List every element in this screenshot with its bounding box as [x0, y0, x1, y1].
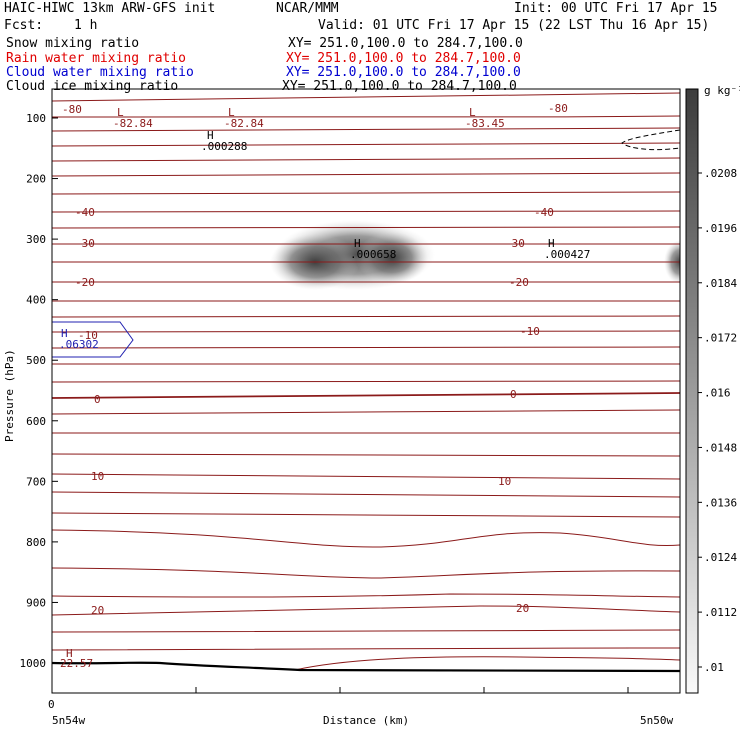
- init-time: Init: 00 UTC Fri 17 Apr 15: [514, 1, 718, 16]
- colorbar-tick-label: .0136: [704, 496, 737, 509]
- y-tick-label: 600: [26, 415, 46, 428]
- low-marker: L: [117, 106, 124, 119]
- isotherm-label: 0: [94, 393, 101, 406]
- colorbar-tick-label: .0148: [704, 441, 737, 454]
- valid-time: Valid: 01 UTC Fri 17 Apr 15 (22 LST Thu …: [318, 18, 710, 33]
- snow-dashed-contour: [621, 129, 681, 151]
- y-tick-label: 900: [26, 596, 46, 609]
- isotherm-label: -30: [75, 237, 95, 250]
- high-marker: H: [548, 237, 555, 250]
- colorbar-ramp: [685, 88, 699, 694]
- y-tick-label: 700: [26, 475, 46, 488]
- isotherm-label: -20: [509, 276, 529, 289]
- high-value: .000658: [350, 248, 396, 261]
- field-snow-xy: XY= 251.0,100.0 to 284.7,100.0: [288, 36, 523, 51]
- organization-label: NCAR/MMM: [276, 1, 339, 16]
- high-value: .06302: [59, 338, 99, 351]
- high-value: .000288: [201, 140, 247, 153]
- colorbar-unit: g kg⁻¹: [704, 84, 740, 97]
- colorbar-ticks: .0208 .0196 .0184 .0172 .016 .0148 .0136 .0124.…: [698, 167, 737, 674]
- colorbar-tick-label: .016: [704, 387, 731, 400]
- isotherm-label: 20: [516, 602, 529, 615]
- x-origin-label: 0: [48, 698, 55, 711]
- low-value: -83.45: [465, 117, 505, 130]
- colorbar-tick-label: .0184: [704, 277, 737, 290]
- isotherm-label: 20: [91, 604, 104, 617]
- low-marker: L: [228, 106, 235, 119]
- high-marker: H: [61, 327, 68, 340]
- low-marker: L: [469, 106, 476, 119]
- extrema-markers: L -82.84 L -82.84 L -83.45 H .000288 H .…: [59, 106, 590, 670]
- y-tick-label: 500: [26, 354, 46, 367]
- y-tick-label: 800: [26, 536, 46, 549]
- forecast-value: 1 h: [74, 18, 98, 33]
- high-value: 22.57: [60, 657, 93, 670]
- plot-frame: [51, 88, 681, 694]
- isotherm-label: -20: [75, 276, 95, 289]
- cloud-ice-shading: [270, 220, 680, 290]
- isotherm-label: -80: [62, 103, 82, 116]
- field-rain-name: Rain water mixing ratio: [6, 51, 187, 66]
- isotherm-labels: -80 -80 -40 -40 -30 -30 -20 -20 -10 -10 …: [62, 102, 568, 617]
- isotherm-label: -10: [520, 325, 540, 338]
- colorbar-tick-label: .0124: [704, 551, 737, 564]
- isotherm-label: -40: [534, 206, 554, 219]
- y-axis-title: Pressure (hPa): [3, 349, 16, 442]
- forecast-label: Fcst:: [4, 18, 44, 33]
- isotherm-label: 0: [510, 388, 517, 401]
- field-rain-xy: XY= 251.0,100.0 to 284.7,100.0: [286, 51, 521, 66]
- field-snow-name: Snow mixing ratio: [6, 36, 140, 51]
- colorbar-tick-label: .0112: [704, 606, 737, 619]
- high-marker: H: [66, 647, 73, 660]
- y-axis: 100 200 300 400 500 600 700 800 900 1000: [20, 112, 58, 670]
- field-cloud-water-name: Cloud water mixing ratio: [6, 65, 194, 80]
- y-tick-label: 400: [26, 294, 46, 307]
- colorbar-tick-label: .01: [704, 661, 724, 674]
- high-marker: H: [354, 237, 361, 250]
- high-value: .000427: [544, 248, 590, 261]
- y-tick-label: 1000: [20, 657, 47, 670]
- isotherm-label: 10: [91, 470, 104, 483]
- isotherm-label: -30: [505, 237, 525, 250]
- field-cloud-ice-name: Cloud ice mixing ratio: [6, 79, 179, 94]
- colorbar-tick-label: .0172: [704, 332, 737, 345]
- isotherm-label: -10: [78, 329, 98, 342]
- terrain-line: [52, 661, 680, 673]
- x-axis-ticks: [195, 687, 629, 693]
- colorbar-tick-label: .0196: [704, 222, 737, 235]
- x-right-location-label: 5n50w: [640, 714, 673, 727]
- field-cloud-ice-xy: XY= 251.0,100.0 to 284.7,100.0: [282, 79, 517, 94]
- plot-title: HAIC-HIWC 13km ARW-GFS init: [4, 1, 216, 16]
- y-tick-label: 100: [26, 112, 46, 125]
- isotherm-lines: [52, 92, 680, 671]
- y-tick-label: 200: [26, 173, 46, 186]
- cloud-water-contour: [52, 321, 134, 358]
- x-left-location-label: 5n54w: [52, 714, 85, 727]
- colorbar-tick-label: .0208: [704, 167, 737, 180]
- high-marker: H: [207, 129, 214, 142]
- low-value: -82.84: [224, 117, 264, 130]
- x-axis-title: Distance (km): [323, 714, 409, 727]
- y-tick-label: 300: [26, 233, 46, 246]
- isotherm-label: 10: [498, 475, 511, 488]
- isotherm-label: -40: [75, 206, 95, 219]
- field-cloud-water-xy: XY= 251.0,100.0 to 284.7,100.0: [286, 65, 521, 80]
- isotherm-label: -80: [548, 102, 568, 115]
- colorbar: g kg⁻¹ .0208 .0196 .0184 .0172 .016 .0148 .013…: [685, 84, 740, 694]
- low-value: -82.84: [113, 117, 153, 130]
